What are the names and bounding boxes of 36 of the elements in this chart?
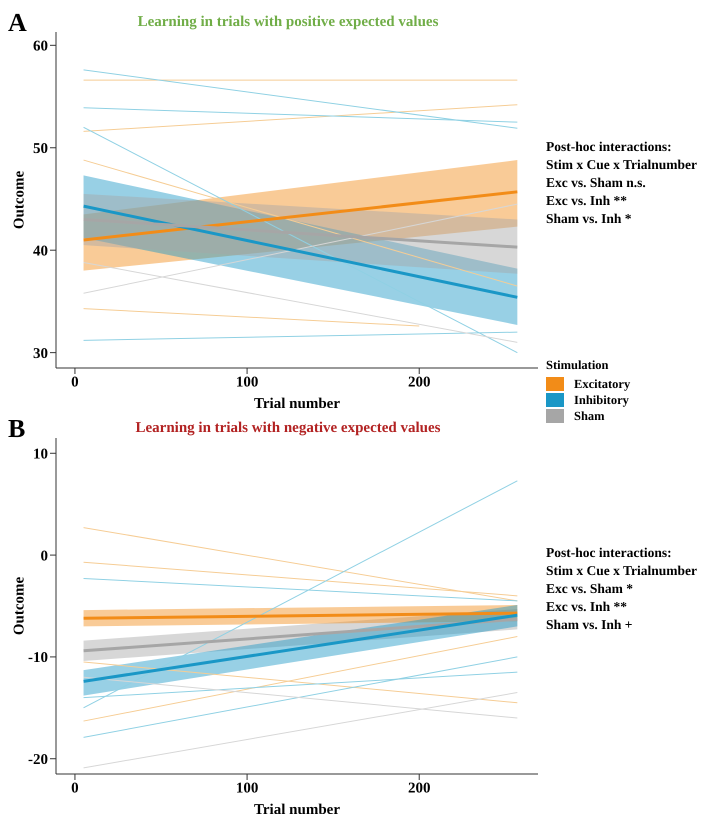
y-tick-label: -20 — [28, 752, 48, 768]
x-tick-label: 0 — [71, 374, 79, 391]
y-tick-label: 0 — [40, 548, 48, 564]
y-tick-label: 30 — [33, 346, 48, 362]
text: Post-hoc interactions: — [546, 544, 673, 562]
x-tick-label: 200 — [408, 374, 430, 391]
y-tick-label: 40 — [33, 244, 48, 260]
text: A — [8, 8, 27, 38]
x-tick-label: 100 — [236, 374, 258, 391]
y-axis-title: Outcome — [11, 170, 28, 230]
text: Stim x Cue x Trialnumber — [546, 156, 698, 174]
y-tick-label: 50 — [33, 141, 48, 158]
x-tick-label: 200 — [408, 780, 430, 797]
y-tick-label: -10 — [28, 650, 48, 666]
text: Stim x Cue x Trialnumber — [546, 562, 698, 580]
y-axis-title: Outcome — [11, 576, 28, 636]
text: Exc vs. Sham * — [546, 580, 634, 598]
x-tick-label: 100 — [236, 780, 258, 797]
x-axis-title: Trial number — [254, 396, 340, 412]
text: Exc vs. Sham n.s. — [546, 174, 647, 192]
text: B — [8, 414, 26, 444]
text: Sham vs. Inh * — [546, 210, 633, 228]
text: Exc vs. Inh ** — [546, 192, 628, 210]
legend-title: Stimulation — [546, 358, 610, 373]
text: Post-hoc interactions: — [546, 138, 673, 156]
text: Exc vs. Inh ** — [546, 598, 628, 616]
x-tick-label: 0 — [71, 780, 79, 797]
legend-label: Inhibitory — [574, 392, 629, 408]
x-axis-title: Trial number — [254, 802, 340, 818]
legend-label: Excitatory — [574, 376, 630, 392]
chart-title: Learning in trials with negative expected values — [134, 420, 442, 437]
chart-title: Learning in trials with positive expected values — [136, 14, 440, 31]
text: Sham vs. Inh + — [546, 616, 634, 634]
y-tick-label: 10 — [33, 446, 48, 463]
y-tick-label: 60 — [33, 38, 48, 55]
legend-label: Sham — [574, 408, 605, 424]
